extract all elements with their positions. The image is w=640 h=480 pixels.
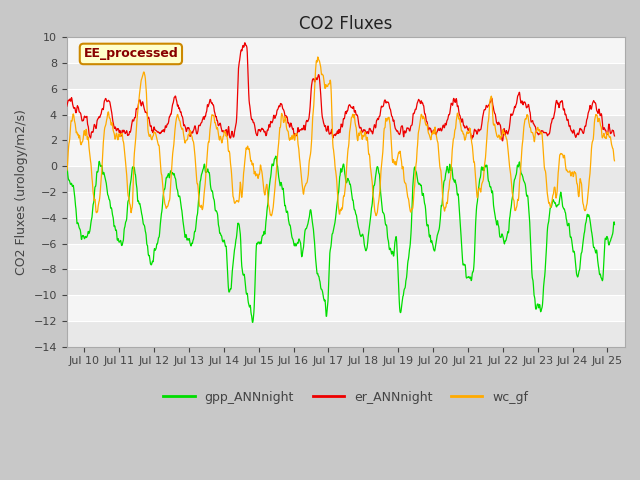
- Y-axis label: CO2 Fluxes (urology/m2/s): CO2 Fluxes (urology/m2/s): [15, 109, 28, 275]
- Bar: [67, 37, 625, 63]
- Bar: [67, 269, 625, 295]
- Text: EE_processed: EE_processed: [84, 48, 179, 60]
- Bar: [67, 218, 625, 244]
- Bar: [67, 192, 625, 218]
- Bar: [67, 321, 625, 347]
- Bar: [67, 166, 625, 192]
- Bar: [67, 63, 625, 89]
- Bar: [67, 141, 625, 166]
- Bar: [67, 115, 625, 141]
- Bar: [67, 89, 625, 115]
- Legend: gpp_ANNnight, er_ANNnight, wc_gf: gpp_ANNnight, er_ANNnight, wc_gf: [158, 385, 533, 408]
- Bar: [67, 295, 625, 321]
- Bar: [67, 244, 625, 269]
- Title: CO2 Fluxes: CO2 Fluxes: [299, 15, 392, 33]
